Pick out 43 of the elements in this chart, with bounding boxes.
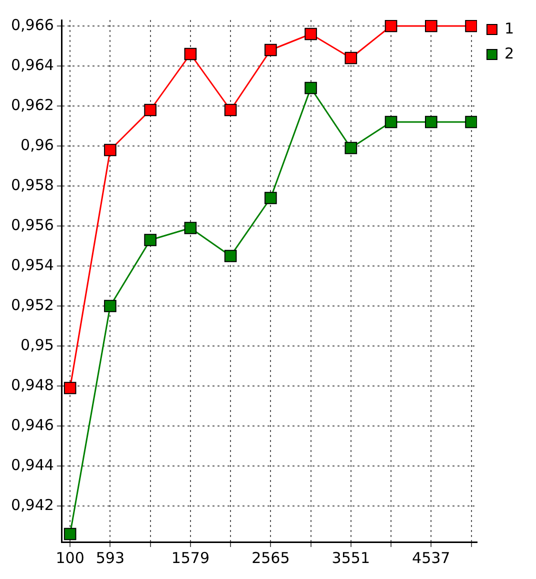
y-tick-label: 0,95 — [20, 336, 54, 354]
y-tick-label: 0,966 — [10, 16, 54, 34]
y-tick-label: 0,96 — [20, 136, 54, 154]
point — [184, 222, 197, 234]
point — [465, 20, 477, 32]
legend-label: 1 — [504, 19, 514, 38]
point — [264, 192, 277, 204]
y-tick-label: 0,952 — [10, 296, 54, 314]
point — [224, 250, 237, 262]
x-tick-label: 1579 — [171, 548, 210, 567]
point — [344, 52, 358, 64]
point — [64, 528, 76, 540]
x-tick-label: 2565 — [252, 548, 290, 567]
x-tick-label: 4537 — [412, 548, 450, 567]
point — [304, 28, 317, 40]
y-tick-label: 0,946 — [10, 416, 54, 434]
y-tick-label: 0,956 — [10, 216, 54, 234]
point — [264, 44, 277, 56]
y-tick-label: 0,944 — [10, 456, 54, 474]
point — [465, 116, 477, 128]
y-tick-label: 0,964 — [10, 56, 54, 74]
x-tick-label: 100 — [56, 548, 84, 567]
point — [424, 20, 438, 32]
point — [304, 82, 317, 94]
point — [344, 142, 358, 154]
point — [104, 144, 116, 156]
legend-label: 2 — [504, 44, 514, 62]
x-tick-label: 593 — [96, 548, 125, 567]
point — [384, 116, 398, 128]
point — [424, 116, 438, 128]
point — [384, 20, 398, 32]
point — [64, 382, 76, 394]
y-tick-label: 0,958 — [10, 176, 54, 194]
y-tick-label: 0,942 — [10, 496, 54, 514]
point — [224, 104, 237, 116]
point — [144, 234, 156, 246]
point — [184, 48, 197, 60]
point — [144, 104, 156, 116]
point — [104, 300, 116, 312]
y-tick-label: 0,948 — [10, 376, 54, 394]
x-tick-label: 3551 — [332, 548, 370, 567]
y-tick-label: 0,954 — [10, 256, 54, 274]
y-tick-label: 0,962 — [10, 96, 54, 114]
